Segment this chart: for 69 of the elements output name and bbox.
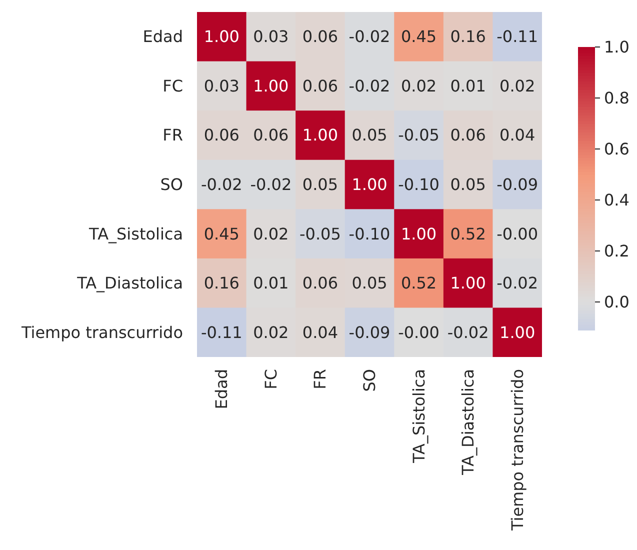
data-label: -0.05	[398, 126, 440, 145]
data-label: 0.01	[450, 76, 486, 96]
data-label: 0.03	[253, 27, 289, 46]
data-label: -0.00	[398, 322, 440, 342]
data-label: -0.10	[398, 175, 440, 194]
data-label: 0.02	[500, 76, 536, 96]
data-label: 0.02	[400, 76, 437, 96]
data-label: -0.02	[348, 76, 390, 96]
color-bar-label: 1.0	[604, 38, 630, 56]
data-label: 0.16	[204, 274, 240, 293]
data-label: -0.00	[496, 224, 538, 244]
data-label: 0.45	[204, 224, 240, 244]
data-label: -0.05	[300, 224, 341, 244]
data-label: 0.03	[204, 76, 240, 96]
data-label: 0.01	[253, 274, 289, 293]
data-label: 0.52	[450, 224, 486, 244]
data-label: -0.02	[348, 27, 390, 46]
data-label: -0.02	[496, 274, 538, 293]
x-tick-label: SO	[360, 369, 379, 392]
data-label: 0.02	[253, 224, 289, 244]
data-label: 0.05	[352, 126, 388, 145]
data-label: -0.11	[200, 322, 242, 342]
data-label: 0.05	[302, 175, 338, 194]
data-label: 0.45	[400, 27, 437, 46]
data-label: 0.02	[253, 322, 289, 342]
data-label: -0.09	[496, 175, 538, 194]
data-label: 1.00	[352, 175, 388, 194]
data-label: 0.06	[204, 126, 240, 145]
data-label: 0.06	[450, 126, 486, 145]
data-label: 0.04	[302, 322, 338, 342]
y-tick-label: Edad	[142, 27, 183, 46]
data-label: 1.00	[400, 224, 437, 244]
x-tick-label: Edad	[212, 369, 232, 410]
data-label: 0.04	[500, 126, 536, 145]
data-label: 0.05	[450, 175, 486, 194]
data-label: 0.06	[302, 274, 338, 293]
data-label: 1.00	[204, 27, 240, 46]
x-tick-label: TA_Diastolica	[458, 369, 478, 476]
x-tick-label: FR	[310, 369, 330, 390]
y-tick-label: TA_Diastolica	[76, 274, 183, 293]
x-tick-label: FC	[261, 369, 280, 390]
data-label: -0.10	[348, 224, 390, 244]
x-tick-label: TA_Sistolica	[409, 369, 428, 464]
data-label: 0.16	[450, 27, 486, 46]
data-label: -0.02	[447, 322, 489, 342]
y-tick-label: FR	[162, 126, 183, 145]
data-label: 1.00	[450, 274, 486, 293]
data-label: 0.06	[302, 27, 338, 46]
data-label: -0.11	[496, 27, 538, 46]
data-label: 1.00	[500, 322, 536, 342]
data-label: 1.00	[302, 126, 338, 145]
color-bar-label: 0.6	[604, 139, 630, 158]
y-tick-label: SO	[160, 175, 183, 194]
data-label: 0.52	[400, 274, 437, 293]
x-tick-label: Tiempo transcurrido	[508, 369, 527, 532]
color-bar-label: 0.4	[604, 190, 630, 210]
data-label: 0.06	[253, 126, 289, 145]
color-bar-label: 0.2	[604, 241, 630, 260]
data-label: -0.02	[200, 175, 242, 194]
y-tick-label: TA_Sistolica	[88, 224, 183, 244]
data-label: -0.09	[348, 322, 390, 342]
data-label: 0.06	[302, 76, 338, 96]
color-bar-label: 0.8	[604, 88, 630, 108]
color-bar-label: 0.0	[604, 292, 630, 312]
data-label: 1.00	[253, 76, 289, 96]
y-tick-label: FC	[162, 76, 183, 96]
y-tick-label: Tiempo transcurrido	[20, 322, 183, 342]
data-label: 0.05	[352, 274, 388, 293]
data-label: -0.02	[250, 175, 292, 194]
